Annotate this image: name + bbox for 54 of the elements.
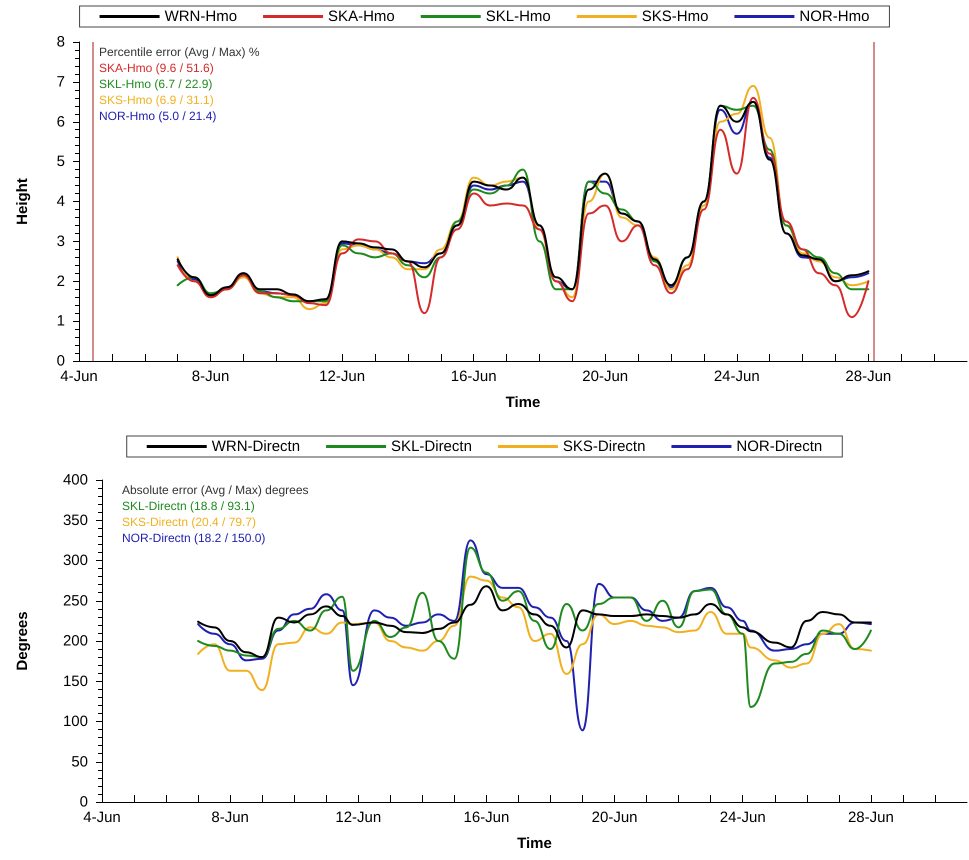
y-tick-label: 350 (62, 512, 88, 529)
x-tick-label: 8-Jun (211, 809, 249, 826)
y-tick-label: 2 (56, 272, 65, 290)
y-axis-title: Degrees (14, 611, 31, 671)
annotation: NOR-Hmo (5.0 / 21.4) (99, 109, 216, 123)
y-tick-label: 0 (56, 352, 65, 370)
legend-label: NOR-Hmo (799, 8, 870, 25)
x-tick-label: 4-Jun (60, 368, 98, 385)
x-tick-label: 16-Jun (464, 809, 510, 826)
y-tick-label: 4 (56, 193, 65, 210)
y-tick-label: 1 (56, 312, 65, 330)
y-tick-label: 7 (56, 73, 65, 90)
annotation: SKS-Directn (20.4 / 79.7) (122, 515, 256, 529)
y-tick-label: 0 (80, 794, 88, 810)
x-tick-label: 4-Jun (83, 809, 121, 826)
legend-label: NOR-Directn (736, 438, 822, 455)
annotation: Absolute error (Avg / Max) degrees (122, 483, 309, 497)
x-tick-label: 24-Jun (714, 368, 760, 385)
y-tick-label: 3 (56, 232, 65, 250)
annotation: Percentile error (Avg / Max) % (99, 45, 260, 59)
x-tick-label: 12-Jun (335, 809, 382, 826)
y-tick-label: 5 (56, 153, 65, 170)
legend-label: SKL-Hmo (486, 8, 551, 25)
y-tick-label: 100 (62, 713, 88, 730)
y-tick-label: 8 (56, 34, 65, 50)
x-tick-label: 20-Jun (592, 809, 638, 826)
y-tick-label: 300 (62, 552, 88, 569)
x-tick-label: 24-Jun (720, 809, 766, 826)
legend-label: SKL-Directn (391, 438, 472, 455)
x-tick-label: 16-Jun (450, 368, 497, 385)
x-axis-title: Time (517, 835, 552, 852)
legend-label: SKS-Directn (562, 438, 646, 455)
annotation: SKA-Hmo (9.6 / 51.6) (99, 61, 214, 75)
legend-label: SKA-Hmo (328, 8, 395, 25)
annotation: SKS-Hmo (6.9 / 31.1) (99, 93, 214, 107)
y-tick-label: 400 (62, 472, 88, 488)
y-tick-label: 6 (56, 113, 65, 130)
x-tick-label: 20-Jun (582, 368, 628, 385)
x-tick-label: 28-Jun (848, 809, 894, 826)
annotation: NOR-Directn (18.2 / 150.0) (122, 531, 266, 545)
y-tick-label: 250 (62, 592, 88, 610)
annotation: SKL-Directn (18.8 / 93.1) (122, 499, 255, 513)
x-tick-label: 28-Jun (845, 368, 892, 385)
y-tick-label: 150 (62, 672, 88, 690)
y-axis-title: Height (14, 178, 31, 225)
legend-label: WRN-Directn (212, 438, 300, 455)
x-tick-label: 12-Jun (319, 368, 366, 385)
legend-label: WRN-Hmo (164, 8, 238, 25)
y-tick-label: 50 (71, 753, 88, 770)
legend-label: SKS-Hmo (642, 8, 708, 25)
x-tick-label: 8-Jun (192, 368, 230, 385)
y-tick-label: 200 (62, 632, 88, 650)
annotation: SKL-Hmo (6.7 / 22.9) (99, 77, 212, 91)
x-axis-title: Time (506, 394, 540, 411)
